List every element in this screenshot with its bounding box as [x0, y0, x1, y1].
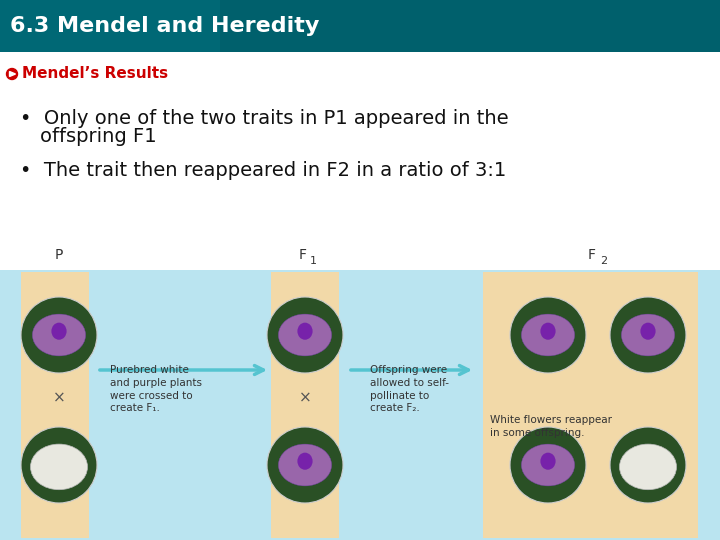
Text: ×: × — [299, 390, 311, 406]
Text: Mendel’s Results: Mendel’s Results — [22, 66, 168, 82]
Bar — [0, 270, 720, 540]
Circle shape — [21, 297, 97, 373]
Circle shape — [510, 427, 586, 503]
Text: •  The trait then reappeared in F2 in a ratio of 3:1: • The trait then reappeared in F2 in a r… — [20, 161, 506, 180]
Ellipse shape — [541, 322, 556, 340]
Circle shape — [267, 427, 343, 503]
Text: 6.3 Mendel and Heredity: 6.3 Mendel and Heredity — [10, 16, 320, 36]
Text: 2: 2 — [600, 256, 607, 266]
Text: F: F — [588, 248, 596, 262]
Circle shape — [610, 297, 686, 373]
Text: F: F — [299, 248, 307, 262]
Text: offspring F1: offspring F1 — [40, 127, 157, 146]
Ellipse shape — [521, 444, 575, 486]
Text: Purebred white
and purple plants
were crossed to
create F₁.: Purebred white and purple plants were cr… — [110, 365, 202, 414]
Text: ×: × — [53, 390, 66, 406]
Circle shape — [21, 427, 97, 503]
Text: •  Only one of the two traits in P1 appeared in the: • Only one of the two traits in P1 appea… — [20, 109, 508, 128]
Bar — [482, 272, 698, 538]
Ellipse shape — [640, 322, 656, 340]
Text: P: P — [55, 248, 63, 262]
Ellipse shape — [635, 444, 661, 463]
Circle shape — [267, 297, 343, 373]
Bar — [21, 272, 89, 538]
Ellipse shape — [297, 453, 312, 470]
Ellipse shape — [279, 314, 332, 356]
Ellipse shape — [621, 314, 675, 356]
Text: White flowers reappear
in some offspring.: White flowers reappear in some offspring… — [490, 415, 612, 438]
Ellipse shape — [521, 314, 575, 356]
Ellipse shape — [279, 444, 332, 486]
Bar — [0, 0, 720, 52]
Ellipse shape — [297, 322, 312, 340]
Text: Offspring were
allowed to self-
pollinate to
create F₂.: Offspring were allowed to self- pollinat… — [370, 365, 449, 414]
Polygon shape — [9, 71, 16, 77]
Text: 1: 1 — [310, 256, 317, 266]
Ellipse shape — [619, 444, 677, 490]
Circle shape — [610, 427, 686, 503]
Circle shape — [510, 297, 586, 373]
Bar — [220, 0, 720, 52]
Ellipse shape — [32, 314, 86, 356]
Ellipse shape — [45, 444, 72, 463]
Ellipse shape — [30, 444, 88, 490]
Circle shape — [6, 69, 17, 79]
Ellipse shape — [51, 322, 66, 340]
Ellipse shape — [541, 453, 556, 470]
Bar — [271, 272, 339, 538]
